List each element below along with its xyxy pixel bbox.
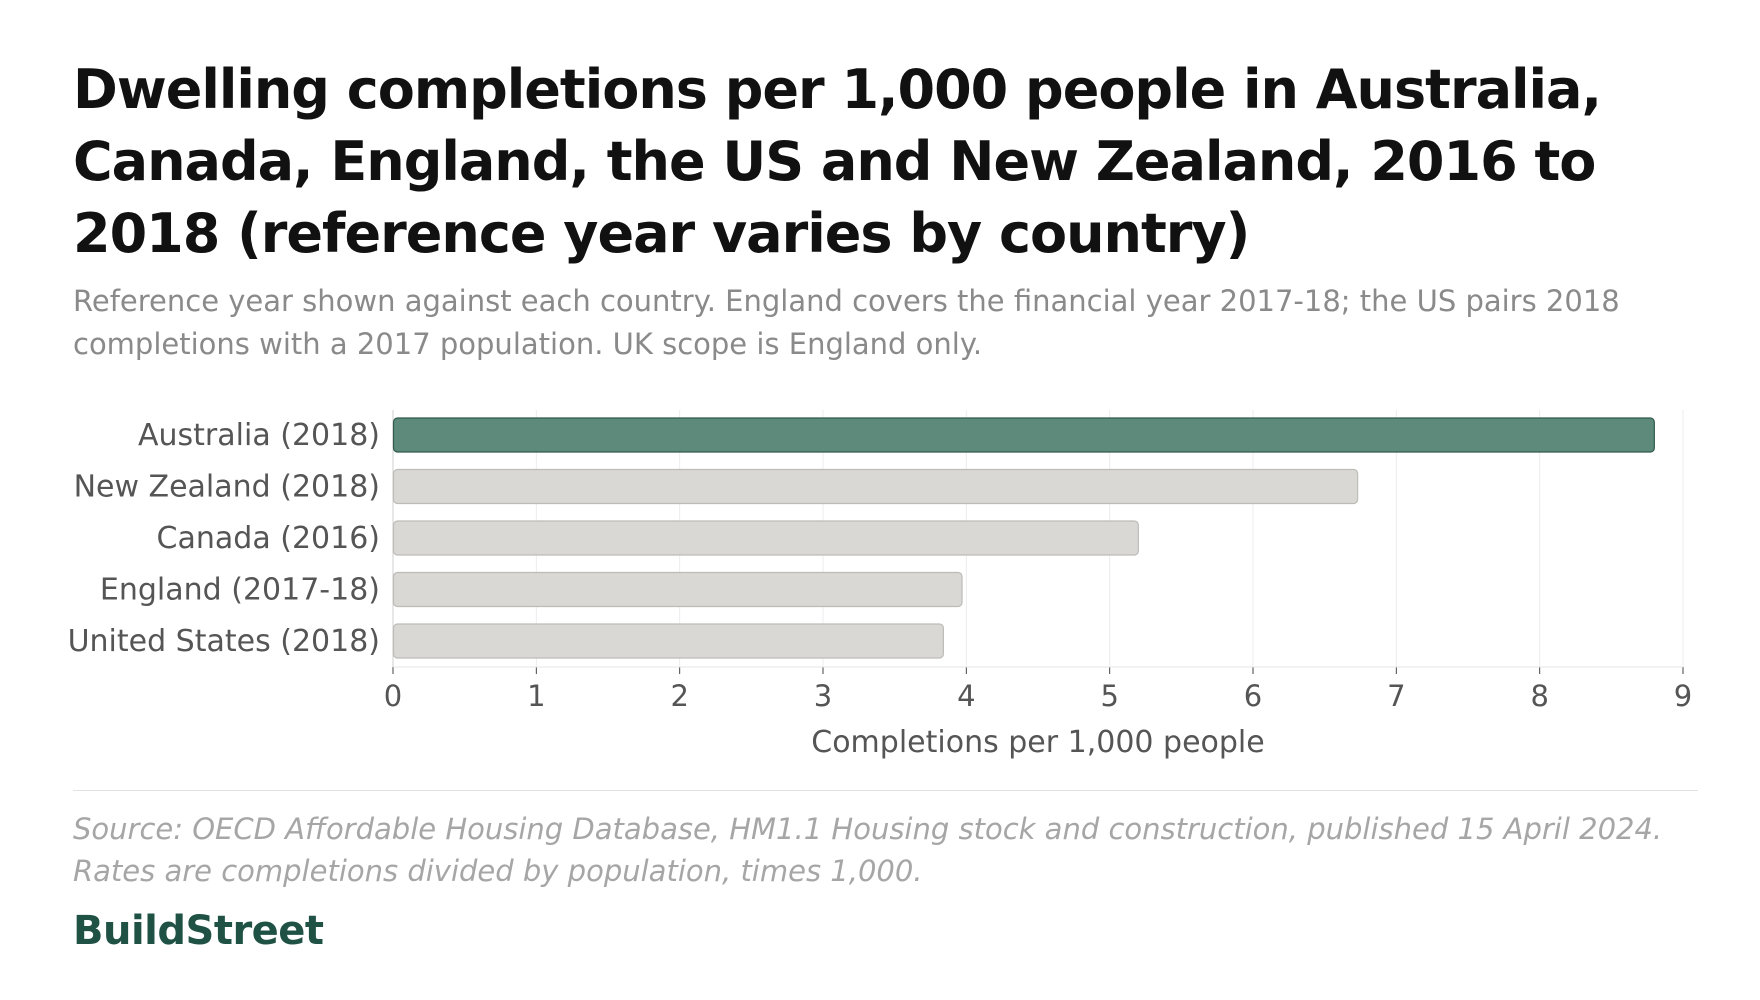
bar — [392, 623, 945, 659]
x-tick-label: 9 — [1674, 679, 1692, 713]
footer-divider — [73, 790, 1698, 791]
x-tick-label: 6 — [1244, 679, 1262, 713]
x-tick-label: 1 — [527, 679, 545, 713]
bar — [392, 571, 963, 608]
x-tick-label: 8 — [1530, 679, 1548, 713]
category-label: United States (2018) — [68, 624, 380, 659]
x-tick-label: 2 — [670, 679, 688, 713]
x-tick-label: 4 — [957, 679, 975, 713]
x-tick-label: 3 — [814, 679, 832, 713]
bars — [392, 417, 1655, 659]
x-tick-label: 7 — [1387, 679, 1405, 713]
bar — [392, 417, 1655, 453]
chart-subtitle: Reference year shown against each countr… — [73, 284, 1620, 361]
category-label: England (2017-18) — [100, 573, 380, 608]
category-labels: Australia (2018) New Zealand (2018) Canada… — [68, 418, 380, 659]
bar — [392, 468, 1359, 505]
x-tick-labels: 0 1 2 3 4 5 6 7 8 9 — [384, 679, 1692, 713]
bar-chart: Australia (2018) New Zealand (2018) Canada… — [68, 410, 1692, 760]
bar — [392, 520, 1139, 556]
category-label: New Zealand (2018) — [74, 470, 380, 505]
source-note: Source: OECD Affordable Housing Database… — [73, 812, 1663, 888]
category-label: Australia (2018) — [138, 418, 380, 453]
x-axis-label: Completions per 1,000 people — [811, 725, 1264, 760]
x-tick-label: 5 — [1100, 679, 1118, 713]
brand-logo: BuildStreet — [73, 908, 324, 954]
category-label: Canada (2016) — [157, 521, 380, 556]
x-tick-label: 0 — [384, 679, 402, 713]
chart-title: Dwelling completions per 1,000 people in… — [73, 58, 1602, 265]
